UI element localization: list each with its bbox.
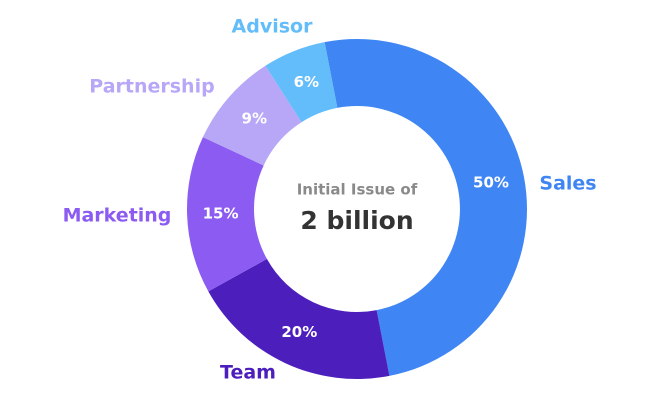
value-label: 9% (242, 110, 267, 128)
value-label: 20% (281, 323, 317, 341)
donut-segment (186, 137, 267, 292)
category-label: Partnership (89, 76, 214, 98)
category-label: Advisor (232, 16, 314, 38)
value-label: 15% (203, 204, 239, 222)
donut-segment (208, 258, 390, 379)
category-label: Team (220, 362, 276, 384)
donut-segment (265, 42, 338, 123)
donut-segment (324, 38, 528, 376)
center-subtitle: 2 billion (300, 206, 413, 235)
donut-segment (202, 65, 302, 166)
center-title: Initial Issue of (297, 181, 418, 199)
category-label: Sales (539, 173, 596, 195)
value-label: 50% (473, 173, 509, 191)
value-label: 6% (294, 73, 319, 91)
category-label: Marketing (63, 205, 172, 227)
